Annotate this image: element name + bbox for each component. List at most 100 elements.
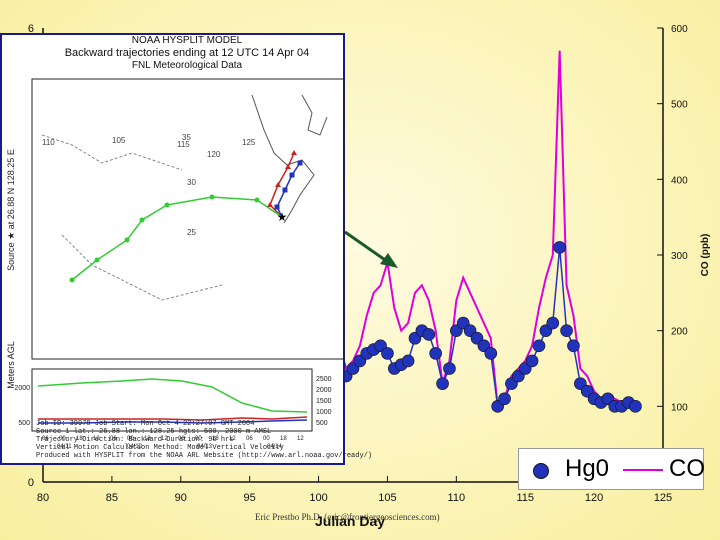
trajectory-point xyxy=(164,202,170,208)
hg0-point xyxy=(498,392,511,406)
time-tick: 18 xyxy=(76,436,83,442)
inset-footer-line: Source 1 lat.: 26.88 lon.: 128.25 hgts: … xyxy=(36,428,272,436)
date-tick: 04/12 xyxy=(127,444,143,450)
y-left-tick-label: 6 xyxy=(28,23,34,35)
hg0-point xyxy=(629,400,642,413)
border-line xyxy=(61,234,223,301)
coastline xyxy=(251,94,315,224)
x-tick-label: 125 xyxy=(654,492,672,504)
x-tick-label: 100 xyxy=(309,492,327,504)
trajectory-point xyxy=(275,182,281,187)
hg0-series xyxy=(264,241,642,413)
lat-label: 35 xyxy=(182,133,191,142)
y-left-tick-label: 0 xyxy=(28,477,34,489)
time-tick: 12 xyxy=(161,436,168,442)
date-tick: 04/13 xyxy=(197,444,213,450)
date-tick: 04/14 xyxy=(267,444,283,450)
hg0-point xyxy=(401,354,415,368)
y-right-tick-label: 100 xyxy=(671,402,688,413)
altitude-tick-right: 1500 xyxy=(316,398,332,405)
x-tick-label: 85 xyxy=(106,492,118,504)
y-right-tick-label: 400 xyxy=(671,175,688,186)
y-right-tick-label: 600 xyxy=(671,24,688,35)
hg0-point xyxy=(484,347,498,360)
hysplit-trajectory-inset: NOAA HYSPLIT MODEL Backward trajectories… xyxy=(0,33,372,465)
trajectory-green xyxy=(71,196,283,281)
trajectory-point xyxy=(254,197,260,203)
trajectory-point xyxy=(282,187,288,193)
co-legend-line xyxy=(623,469,663,471)
time-tick: 18 xyxy=(212,436,219,442)
x-tick-label: 105 xyxy=(378,492,396,504)
lon-label: 120 xyxy=(207,150,221,159)
trajectory-point xyxy=(274,204,280,210)
time-tick: 18 xyxy=(144,436,151,442)
hg0-point xyxy=(436,377,449,390)
altitude-tick-right: 500 xyxy=(316,420,328,427)
inset-graphics: Source ★ at 26.88 N 128.25 E Meters AGL … xyxy=(6,78,345,450)
lon-label: 125 xyxy=(242,138,256,147)
trajectory-point xyxy=(139,217,145,223)
co-legend-label: CO xyxy=(669,455,705,482)
hg0-point xyxy=(560,324,573,337)
altitude-tick-right: 2000 xyxy=(316,387,332,394)
y-right-tick-label: 200 xyxy=(671,327,688,338)
hg0-point xyxy=(525,354,539,368)
coastline xyxy=(301,94,328,136)
trajectory-point xyxy=(291,150,297,155)
altitude-red xyxy=(38,416,308,421)
hg0-point xyxy=(546,316,560,330)
lon-label: 105 xyxy=(112,136,126,145)
time-tick: 12 xyxy=(297,436,304,442)
time-tick: 06 xyxy=(246,436,253,442)
source-star-icon: ★ xyxy=(277,210,288,224)
hg0-point xyxy=(381,347,394,360)
time-tick: 06 xyxy=(110,436,117,442)
x-tick-label: 95 xyxy=(244,492,256,504)
time-tick: 00 xyxy=(127,436,134,442)
hg0-point xyxy=(553,241,566,254)
altitude-green xyxy=(37,378,308,413)
inset-footer-line: Trajectory Direction: Backward Duration:… xyxy=(36,436,234,444)
x-tick-label: 110 xyxy=(448,492,466,504)
inset-model-title: NOAA HYSPLIT MODEL xyxy=(131,35,243,46)
lon-label: 115 xyxy=(177,140,190,149)
x-tick-label: 80 xyxy=(37,492,49,504)
hg0-legend-marker xyxy=(533,463,549,479)
time-tick: 06 xyxy=(42,436,49,442)
y-axis-label-right: CO (ppb) xyxy=(700,234,711,277)
inset-agl-label: Meters AGL xyxy=(6,341,16,389)
hg0-point xyxy=(567,339,580,353)
trajectory-point xyxy=(289,172,295,178)
time-tick: 06 xyxy=(178,436,185,442)
hg0-point xyxy=(422,328,436,341)
trajectory-blue xyxy=(276,162,301,218)
time-tick: 12 xyxy=(93,436,100,442)
hg0-point xyxy=(429,347,442,360)
x-tick-label: 120 xyxy=(585,492,603,504)
altitude-tick-left: 500 xyxy=(18,420,30,427)
time-tick: 18 xyxy=(280,436,287,442)
inset-side-label: Source ★ at 26.88 N 128.25 E xyxy=(6,149,16,271)
lon-label: 110 xyxy=(42,138,55,147)
annotation-arrow xyxy=(344,230,398,268)
x-axis-label: Julian Day xyxy=(315,513,385,529)
border-line xyxy=(41,134,183,171)
inset-footer-line: Produced with HYSPLIT from the NOAA ARL … xyxy=(36,452,373,460)
time-tick: 00 xyxy=(263,436,270,442)
altitude-blue xyxy=(38,419,308,424)
altitude-tick-right: 1000 xyxy=(316,409,332,416)
inset-title: Backward trajectories ending at 12 UTC 1… xyxy=(64,47,310,59)
tick-labels: 80 85 90 95 100 105 110 115 120 12506100200300400… xyxy=(28,23,688,504)
trajectory-point xyxy=(285,164,291,169)
inset-data-source: FNL Meteorological Data xyxy=(131,60,243,71)
x-tick-label: 90 xyxy=(175,492,187,504)
trajectory-point xyxy=(297,160,303,166)
altitude-frame xyxy=(31,368,313,432)
hg0-legend-label: Hg0 xyxy=(565,455,610,482)
lat-label: 25 xyxy=(187,228,196,237)
altitude-tick-left: 2000 xyxy=(14,385,30,392)
trajectory-point xyxy=(69,277,75,283)
y-right-tick-label: 300 xyxy=(671,251,688,262)
